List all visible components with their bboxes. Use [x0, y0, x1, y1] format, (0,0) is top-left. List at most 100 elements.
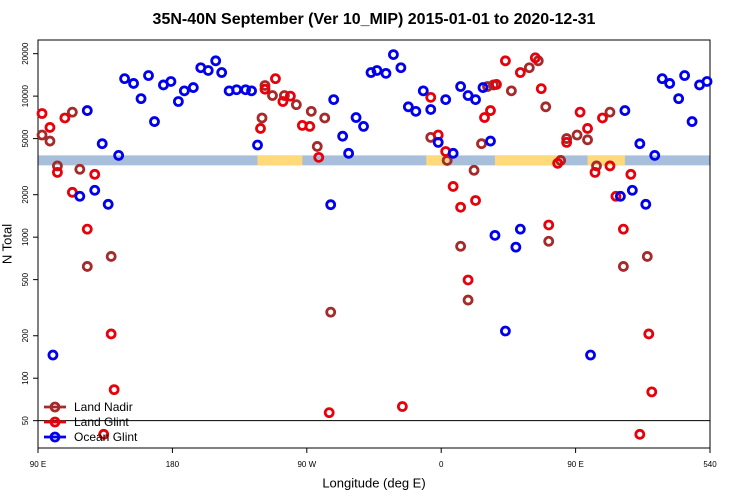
data-point	[304, 121, 316, 132]
data-point	[178, 85, 190, 97]
data-point	[259, 80, 271, 91]
y-tick-label: 20000	[21, 42, 30, 65]
data-point	[455, 201, 467, 213]
data-point	[311, 141, 323, 152]
data-point	[610, 190, 622, 202]
data-point	[479, 112, 490, 123]
data-point	[59, 112, 71, 124]
land-band-segment	[257, 155, 303, 166]
data-point	[604, 106, 616, 118]
legend-marker	[49, 431, 61, 443]
data-point	[358, 121, 369, 132]
data-point	[270, 73, 281, 85]
data-point	[417, 85, 429, 97]
data-point	[44, 135, 56, 147]
data-point	[491, 79, 502, 90]
data-point	[679, 70, 691, 81]
data-point	[89, 184, 101, 196]
data-point	[350, 112, 362, 123]
data-point	[396, 401, 408, 412]
data-point	[510, 241, 522, 253]
x-tick-label: 90 W	[297, 460, 316, 469]
data-point	[202, 65, 214, 76]
data-point	[615, 190, 626, 202]
x-axis-title: Longitude (deg E)	[322, 475, 425, 490]
data-point	[656, 73, 668, 85]
data-point	[337, 130, 349, 142]
data-point	[640, 198, 652, 210]
data-point	[66, 106, 78, 118]
data-point	[582, 123, 593, 134]
data-point	[529, 52, 541, 64]
data-point	[552, 157, 564, 169]
data-point	[388, 49, 399, 60]
x-tick-label: 0	[439, 460, 444, 469]
legend-label: Land Glint	[74, 415, 129, 429]
data-point	[402, 101, 414, 113]
data-point	[489, 229, 501, 241]
land-band-segment	[426, 155, 449, 166]
data-point	[36, 108, 48, 119]
legend-label: Land Nadir	[74, 400, 133, 414]
data-point	[505, 85, 517, 97]
data-point	[231, 84, 243, 96]
data-point	[44, 122, 56, 133]
data-point	[187, 82, 199, 93]
data-point	[108, 384, 120, 396]
data-point	[305, 105, 317, 117]
data-point	[476, 138, 487, 150]
data-point	[485, 105, 496, 116]
data-point	[500, 55, 511, 67]
data-point	[89, 168, 101, 180]
data-point	[574, 106, 586, 118]
data-point	[267, 90, 278, 101]
data-point	[582, 134, 593, 146]
data-point	[514, 223, 526, 235]
data-point	[462, 274, 474, 286]
data-point	[410, 105, 422, 117]
legend-marker	[49, 401, 61, 413]
data-point	[135, 93, 147, 105]
data-point	[255, 123, 266, 134]
data-point	[395, 62, 407, 74]
data-point	[425, 104, 437, 115]
data-point	[216, 67, 228, 78]
plot-frame	[37, 39, 711, 449]
data-point	[664, 78, 676, 89]
data-point	[323, 407, 335, 419]
data-point	[36, 129, 48, 141]
data-point	[81, 261, 93, 272]
y-tick-label: 10000	[21, 84, 30, 107]
surface-band	[38, 155, 710, 166]
data-point	[634, 138, 646, 150]
legend-label: Ocean Glint	[74, 430, 138, 444]
data-point	[277, 96, 289, 107]
data-point	[432, 136, 444, 148]
data-point	[561, 136, 573, 148]
data-point	[455, 240, 467, 252]
data-point	[52, 166, 63, 178]
data-point	[643, 328, 655, 340]
data-point	[604, 160, 616, 172]
y-tick-label: 200	[21, 329, 30, 343]
data-point	[686, 116, 698, 127]
data-point	[81, 223, 93, 235]
data-point	[597, 112, 608, 124]
data-point	[470, 94, 481, 105]
y-tick-label: 100	[21, 371, 30, 385]
y-tick-label: 50	[21, 416, 30, 425]
data-point	[81, 105, 93, 116]
data-point	[447, 147, 459, 159]
data-point	[617, 261, 629, 272]
data-point	[284, 90, 296, 102]
data-point	[371, 65, 383, 76]
data-point	[617, 223, 629, 235]
x-tick-label: 180	[166, 460, 180, 469]
data-point	[96, 138, 108, 150]
data-point	[470, 195, 481, 206]
data-point	[52, 160, 63, 172]
data-point	[649, 149, 661, 161]
data-point	[619, 105, 631, 116]
y-tick-label: 1000	[21, 228, 30, 246]
